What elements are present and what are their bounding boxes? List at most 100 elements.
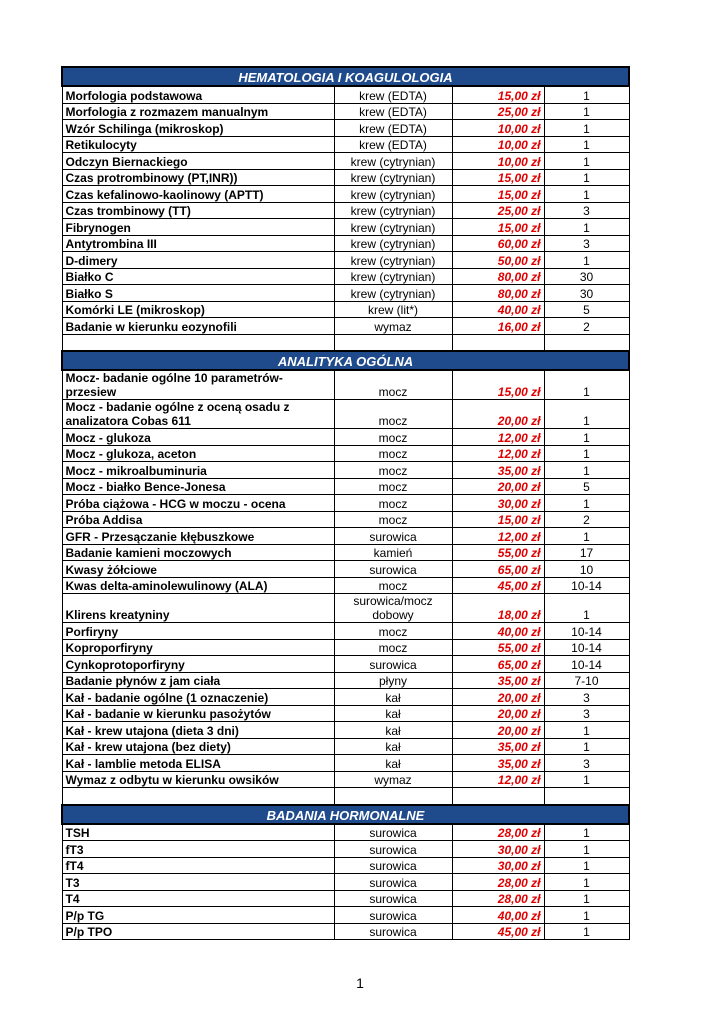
turnaround: 1 (543, 527, 630, 545)
price: 20,00 zł (451, 704, 545, 722)
material: mocz (333, 399, 453, 429)
turnaround: 1 (543, 218, 630, 236)
turnaround: 1 (543, 922, 630, 940)
price: 10,00 zł (451, 152, 545, 170)
table-row: Porfiryny mocz 40,00 zł 10-14 (61, 622, 630, 640)
turnaround: 3 (543, 201, 630, 219)
material: kał (333, 754, 453, 772)
test-name: Czas kefalinowo-kaolinowy (APTT) (61, 185, 335, 203)
material: mocz (333, 428, 453, 446)
material: wymaz (333, 770, 453, 788)
test-name: Badanie płynów z jam ciała (61, 671, 335, 689)
test-name: Wymaz z odbytu w kierunku owsików (61, 770, 335, 788)
material: surowica (333, 906, 453, 924)
test-name: Kał - lamblie metoda ELISA (61, 754, 335, 772)
test-name: Próba ciążowa - HCG w moczu - ocena (61, 494, 335, 512)
price: 65,00 zł (451, 655, 545, 673)
turnaround: 1 (543, 593, 630, 623)
table-row: Wzór Schilinga (mikroskop) krew (EDTA) 10,… (61, 119, 630, 137)
material: mocz (333, 477, 453, 495)
material: krew (EDTA) (333, 119, 453, 137)
test-name: D-dimery (61, 251, 335, 269)
empty-cell (451, 787, 545, 805)
price: 15,00 zł (451, 85, 545, 104)
table-row: Klirens kreatyniny surowica/mocz dobowy 18… (61, 593, 630, 623)
test-name: Kał - badanie w kierunku pasożytów (61, 704, 335, 722)
section-title: HEMATOLOGIA I KOAGULOLOGIA (60, 66, 631, 87)
test-name: Mocz - glukoza, aceton (61, 444, 335, 462)
test-name: T3 (61, 873, 335, 891)
price: 25,00 zł (451, 102, 545, 120)
turnaround: 2 (543, 510, 630, 528)
material: mocz (333, 510, 453, 528)
empty-cell (451, 333, 545, 352)
material: kamień (333, 543, 453, 561)
table-row: TSH surowica 28,00 zł 1 (61, 823, 630, 841)
table-row: Mocz- badanie ogólne 10 parametrów-przes… (61, 369, 630, 400)
price: 18,00 zł (451, 593, 545, 623)
test-name: Badanie kamieni moczowych (61, 543, 335, 561)
table-row: Kwas delta-aminolewulinowy (ALA) mocz 45,0… (61, 576, 630, 594)
section-header: BADANIA HORMONALNE (60, 803, 631, 825)
turnaround: 3 (543, 688, 630, 706)
table-row: Czas protrombinowy (PT,INR)) krew (cytryn… (61, 168, 630, 186)
price: 20,00 zł (451, 477, 545, 495)
material: surowica (333, 527, 453, 545)
material: surowica (333, 655, 453, 673)
turnaround: 30 (543, 284, 630, 302)
turnaround: 1 (543, 823, 630, 841)
material: krew (lit*) (333, 300, 453, 318)
turnaround: 1 (543, 102, 630, 120)
test-name: Mocz- badanie ogólne 10 parametrów-przes… (61, 369, 335, 400)
turnaround: 3 (543, 234, 630, 252)
test-name: Morfologia podstawowa (61, 85, 335, 104)
table-row: Kał - lamblie metoda ELISA kał 35,00 zł 3 (61, 754, 630, 772)
test-name: Klirens kreatyniny (61, 593, 335, 623)
material: krew (cytrynian) (333, 218, 453, 236)
test-name: Kwas delta-aminolewulinowy (ALA) (61, 576, 335, 594)
section-title: ANALITYKA OGÓLNA (60, 350, 631, 371)
price-table: HEMATOLOGIA I KOAGULOLOGIA Morfologia pod… (60, 66, 631, 940)
table-row: Mocz - glukoza, aceton mocz 12,00 zł 1 (61, 444, 630, 462)
table-row: P/p TG surowica 40,00 zł 1 (61, 906, 630, 924)
material: krew (EDTA) (333, 102, 453, 120)
turnaround: 1 (543, 840, 630, 858)
price: 16,00 zł (451, 317, 545, 335)
turnaround: 3 (543, 754, 630, 772)
price: 30,00 zł (451, 840, 545, 858)
material: mocz (333, 461, 453, 479)
test-name: Mocz - glukoza (61, 428, 335, 446)
price: 15,00 zł (451, 218, 545, 236)
material: surowica (333, 856, 453, 874)
material: krew (cytrynian) (333, 201, 453, 219)
table-row: Odczyn Biernackiego krew (cytrynian) 10,00… (61, 152, 630, 170)
material: płyny (333, 671, 453, 689)
price: 65,00 zł (451, 560, 545, 578)
material: mocz (333, 494, 453, 512)
test-name: Fibrynogen (61, 218, 335, 236)
turnaround: 1 (543, 873, 630, 891)
material: krew (cytrynian) (333, 152, 453, 170)
test-name: TSH (61, 823, 335, 841)
table-row: Koproporfiryny mocz 55,00 zł 10-14 (61, 638, 630, 656)
price: 40,00 zł (451, 622, 545, 640)
material: mocz (333, 369, 453, 400)
test-name: Retikulocyty (61, 135, 335, 153)
price: 50,00 zł (451, 251, 545, 269)
material: mocz (333, 444, 453, 462)
turnaround: 1 (543, 135, 630, 153)
price: 25,00 zł (451, 201, 545, 219)
price: 12,00 zł (451, 444, 545, 462)
table-row: Antytrombina III krew (cytrynian) 60,00 zł… (61, 234, 630, 252)
table-row: Mocz - glukoza mocz 12,00 zł 1 (61, 428, 630, 446)
turnaround: 1 (543, 444, 630, 462)
page-number: 1 (356, 975, 364, 991)
test-name: Odczyn Biernackiego (61, 152, 335, 170)
turnaround: 1 (543, 369, 630, 400)
test-name: Mocz - mikroalbuminuria (61, 461, 335, 479)
table-row: Fibrynogen krew (cytrynian) 15,00 zł 1 (61, 218, 630, 236)
turnaround: 1 (543, 770, 630, 788)
test-name: Kał - badanie ogólne (1 oznaczenie) (61, 688, 335, 706)
table-row: Kał - badanie ogólne (1 oznaczenie) kał 20… (61, 688, 630, 706)
